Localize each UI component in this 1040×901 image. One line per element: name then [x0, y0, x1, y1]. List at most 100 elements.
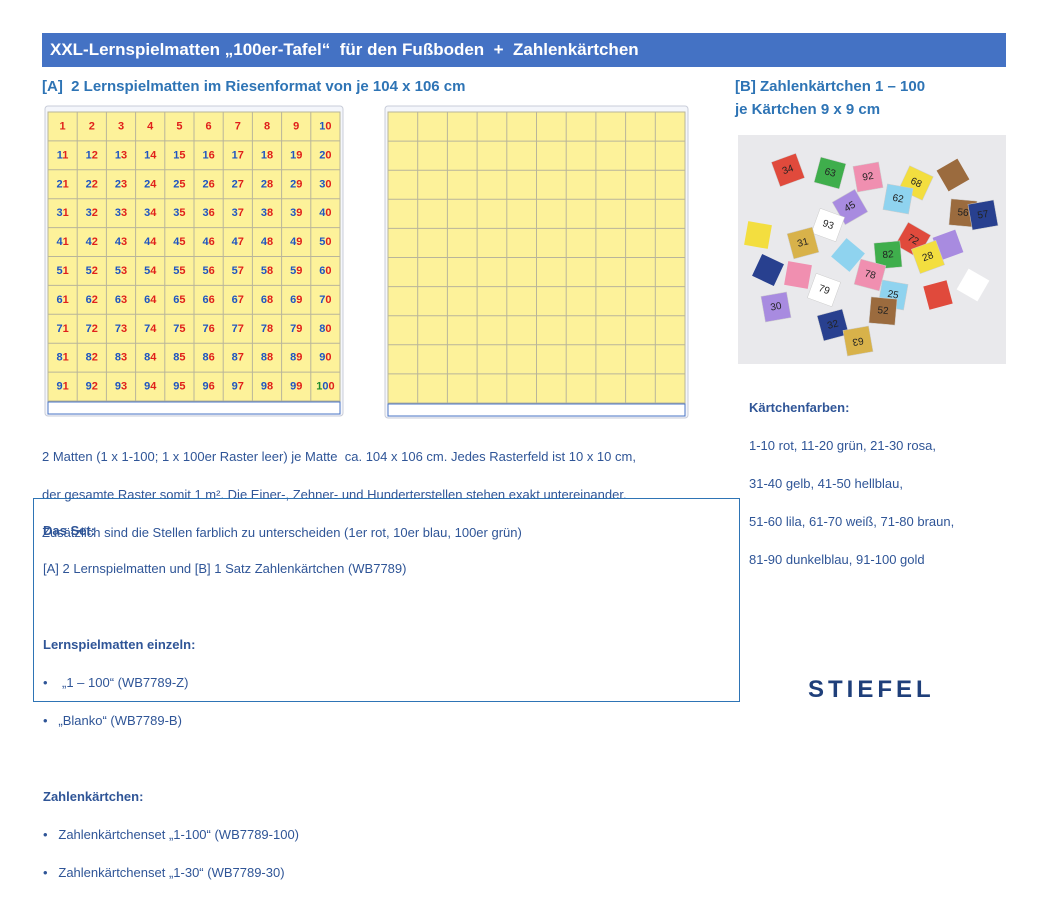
mat-number: 66 — [202, 294, 214, 306]
card-colors-line: 51-60 lila, 61-70 weiß, 71-80 braun, — [749, 514, 955, 529]
mat-number: 25 — [173, 178, 185, 190]
card — [831, 238, 865, 272]
section-a-heading: [A] 2 Lernspielmatten im Riesenformat vo… — [42, 78, 466, 95]
mat-number: 56 — [202, 265, 214, 277]
mat-number: 21 — [56, 178, 68, 190]
mat-number: 47 — [232, 236, 244, 248]
mat-number: 77 — [232, 323, 244, 335]
mat-number: 8 — [264, 120, 270, 132]
mat-number: 3 — [118, 120, 124, 132]
mat-number: 44 — [144, 236, 157, 248]
mat-number: 7 — [235, 120, 241, 132]
card: 79 — [807, 273, 841, 307]
mat-number: 48 — [261, 236, 273, 248]
mat-number: 69 — [290, 294, 302, 306]
card-face — [771, 153, 805, 187]
mat-number: 9 — [293, 120, 299, 132]
mat-number: 59 — [290, 265, 302, 277]
card-label: 72 — [905, 233, 921, 248]
card: 82 — [873, 240, 903, 270]
mat-number: 41 — [56, 236, 68, 248]
mat-footer — [387, 403, 686, 417]
mat-number: 20 — [319, 149, 331, 161]
mat-number: 71 — [56, 323, 68, 335]
mat-number: 54 — [144, 265, 157, 277]
mat-number: 43 — [115, 236, 127, 248]
mat-number: 97 — [232, 380, 244, 392]
mat-number: 74 — [144, 323, 157, 335]
mat-number: 15 — [173, 149, 185, 161]
mat-number: 45 — [173, 236, 185, 248]
card — [784, 261, 812, 289]
mat-number: 12 — [86, 149, 98, 161]
mat-number: 65 — [173, 294, 185, 306]
mat-number: 46 — [202, 236, 214, 248]
card: 30 — [760, 291, 792, 323]
mat-number: 27 — [232, 178, 244, 190]
mat-number: 95 — [173, 380, 185, 392]
mat-number: 86 — [202, 352, 214, 364]
card-face — [760, 291, 792, 323]
card-label: 30 — [770, 301, 783, 314]
mat-number: 13 — [115, 149, 127, 161]
cards-item: • Zahlenkärtchenset „1-30“ (WB7789-30) — [43, 865, 285, 880]
card-face — [807, 273, 841, 307]
description-line: Zusätzlich sind die Stellen farblich zu … — [42, 525, 522, 540]
mat-footer — [47, 401, 341, 415]
card-colors-line: 31-40 gelb, 41-50 hellblau, — [749, 476, 903, 491]
mat-number: 2 — [89, 120, 95, 132]
mat-number: 63 — [115, 294, 127, 306]
mat-number: 51 — [56, 265, 68, 277]
mat-number: 34 — [144, 207, 157, 219]
card-colors-title: Kärtchenfarben: — [749, 400, 850, 415]
mat-number: 40 — [319, 207, 331, 219]
mat-number: 61 — [56, 294, 68, 306]
mat-number: 84 — [144, 352, 157, 364]
card-face — [786, 226, 820, 260]
card-label: 92 — [862, 171, 875, 184]
mat-number: 36 — [202, 207, 214, 219]
card-face — [868, 296, 898, 326]
mat-number: 90 — [319, 352, 331, 364]
card-colors: Kärtchenfarben: 1-10 rot, 11-20 grün, 21… — [749, 379, 954, 588]
logo: STIEFEL — [808, 676, 935, 703]
card-face — [816, 308, 850, 342]
mat-number: 85 — [173, 352, 185, 364]
cards-title: Zahlenkärtchen: — [43, 789, 144, 804]
mat-number: 82 — [86, 352, 98, 364]
mat-number: 1 — [60, 120, 66, 132]
card-colors-line: 1-10 rot, 11-20 grün, 21-30 rosa, — [749, 438, 936, 453]
card-label: 31 — [796, 236, 810, 250]
mats-item: • „Blanko“ (WB7789-B) — [43, 713, 182, 728]
card: 92 — [852, 161, 884, 193]
card-label: 62 — [892, 193, 905, 206]
mat-number: 75 — [173, 323, 185, 335]
card-face — [813, 156, 847, 190]
mat-number: 4 — [147, 120, 154, 132]
mat-number: 55 — [173, 265, 185, 277]
mat-number: 11 — [57, 149, 69, 161]
mats-item-text: „1 – 100“ (WB7789-Z) — [62, 675, 189, 690]
card-label: 79 — [817, 283, 832, 297]
card: 31 — [786, 226, 820, 260]
card-face — [882, 183, 914, 215]
card: 78 — [853, 258, 887, 292]
mat-number: 81 — [56, 352, 68, 364]
card-label: 32 — [826, 318, 840, 332]
card: 52 — [868, 296, 898, 326]
card-label: 78 — [863, 268, 877, 282]
card-label: 28 — [921, 250, 936, 264]
mat-number: 91 — [56, 380, 68, 392]
card-face — [853, 258, 887, 292]
mat-number: 30 — [319, 178, 331, 190]
card-face — [911, 240, 945, 274]
mat-number: 67 — [232, 294, 244, 306]
card: 28 — [911, 240, 945, 274]
mat-number: 88 — [261, 352, 273, 364]
mat-number: 52 — [86, 265, 98, 277]
cards-item: • Zahlenkärtchenset „1-100“ (WB7789-100) — [43, 827, 300, 842]
card-face — [873, 240, 903, 270]
mat-number: 72 — [86, 323, 98, 335]
card-label: 52 — [877, 305, 889, 317]
